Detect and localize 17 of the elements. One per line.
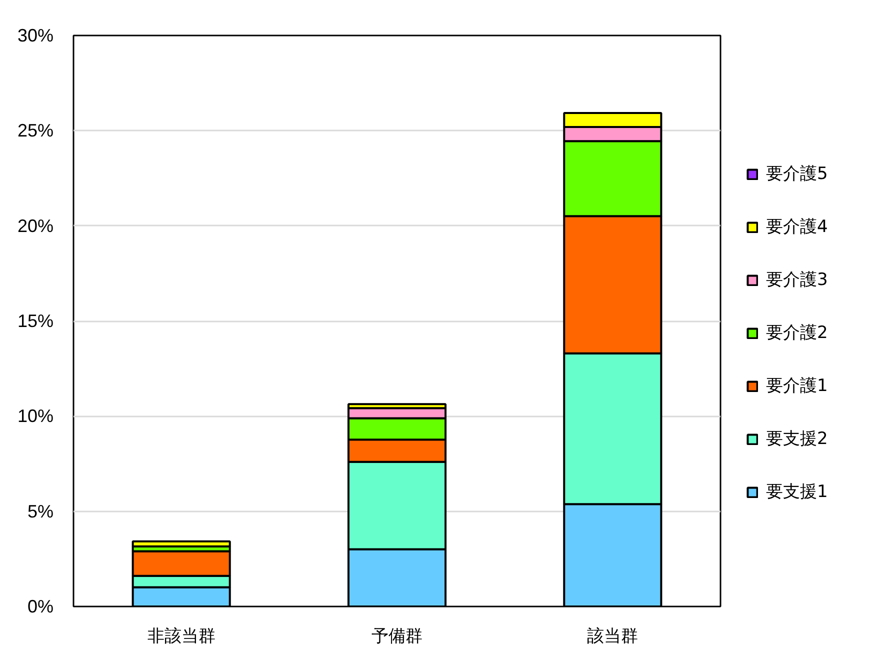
x-tick-label: 非該当群 — [147, 626, 216, 646]
y-tick-label: 20% — [17, 216, 54, 236]
y-tick-label: 10% — [17, 406, 54, 426]
legend-label: 要介護5 — [766, 163, 828, 185]
legend-label: 要介護1 — [766, 375, 828, 397]
legend-label: 要支援2 — [766, 428, 828, 450]
y-tick-label: 30% — [17, 26, 54, 46]
y-tick-label: 5% — [27, 501, 54, 522]
legend-label: 要介護4 — [766, 216, 828, 238]
legend-label: 要介護2 — [766, 322, 828, 344]
x-tick-label: 予備群 — [372, 626, 422, 646]
y-tick-label: 15% — [17, 311, 54, 331]
legend-label: 要介護3 — [766, 269, 828, 291]
y-tick-label: 25% — [17, 120, 54, 141]
y-tick-label: 0% — [27, 596, 54, 616]
x-tick-label: 該当群 — [587, 626, 638, 646]
legend-label: 要支援1 — [766, 481, 828, 503]
